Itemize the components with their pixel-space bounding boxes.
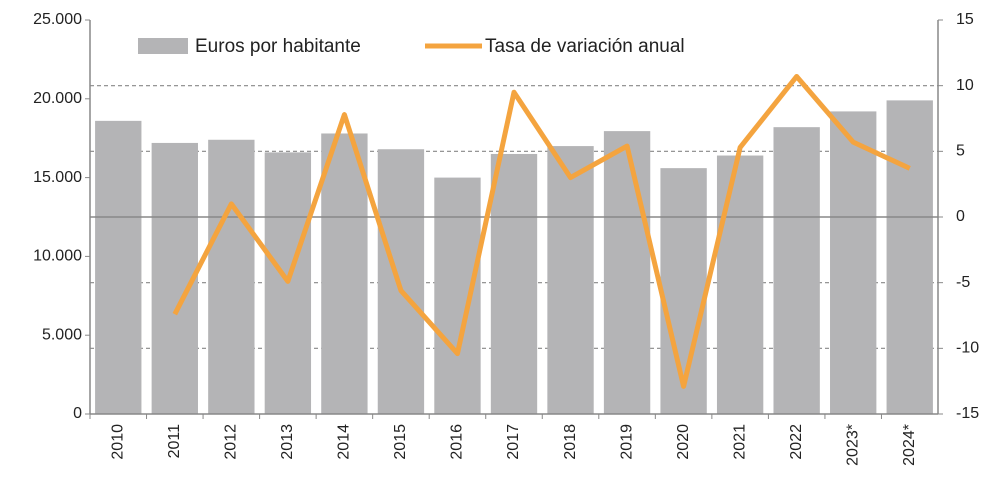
bar <box>660 168 707 414</box>
x-tick-label: 2022 <box>788 424 805 460</box>
x-tick-label: 2021 <box>731 424 748 460</box>
legend-swatch <box>138 38 188 54</box>
x-tick-label: 2024* <box>901 424 918 466</box>
y-tick-label: 10.000 <box>33 248 82 265</box>
x-tick-label: 2018 <box>562 424 579 460</box>
x-tick-label: 2019 <box>618 424 635 460</box>
y2-tick-label: 0 <box>956 208 965 225</box>
x-tick-label: 2014 <box>336 424 353 460</box>
y2-tick-label: 10 <box>956 77 974 94</box>
x-tick-label: 2017 <box>505 424 522 460</box>
bar <box>208 139 255 414</box>
y2-tick-label: 15 <box>956 11 974 28</box>
legend-label: Tasa de variación anual <box>485 36 685 57</box>
y2-tick-label: -10 <box>956 340 979 357</box>
x-tick-label: 2015 <box>392 424 409 460</box>
bar <box>603 131 651 414</box>
bar <box>773 127 820 414</box>
y-tick-label: 15.000 <box>33 169 82 186</box>
bar <box>547 146 594 414</box>
y-tick-label: 0 <box>73 405 82 422</box>
x-tick-label: 2020 <box>675 424 692 460</box>
x-tick-label: 2023* <box>844 424 861 466</box>
line <box>172 73 911 389</box>
bar <box>151 142 198 415</box>
y-tick-label: 25.000 <box>33 11 82 28</box>
y-tick-label: 20.000 <box>33 90 82 107</box>
x-tick-label: 2011 <box>166 424 183 459</box>
bar <box>321 133 368 415</box>
x-tick-label: 2010 <box>109 424 126 460</box>
x-tick-label: 2016 <box>449 424 466 460</box>
legend-label: Euros por habitante <box>195 36 361 57</box>
bar <box>490 153 538 414</box>
bar <box>434 177 481 414</box>
bar <box>377 149 425 414</box>
bar <box>830 111 877 415</box>
x-tick-label: 2013 <box>279 424 296 460</box>
bar <box>886 100 933 414</box>
bar <box>95 120 142 414</box>
y2-tick-label: 5 <box>956 143 965 160</box>
y2-tick-label: -15 <box>956 405 979 422</box>
bar <box>716 155 764 414</box>
y-tick-label: 5.000 <box>42 326 82 343</box>
x-tick-label: 2012 <box>223 424 240 460</box>
y2-tick-label: -5 <box>956 274 970 291</box>
